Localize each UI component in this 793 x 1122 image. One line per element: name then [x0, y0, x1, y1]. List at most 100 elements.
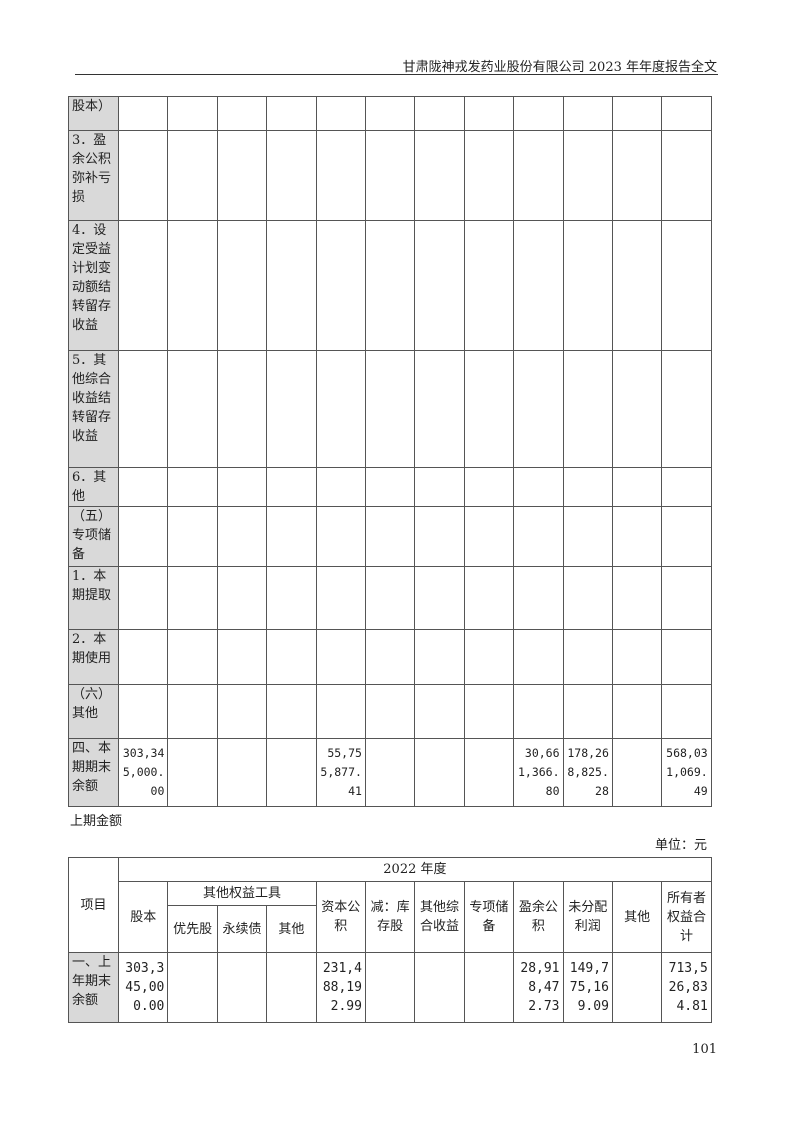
cell [562, 467, 613, 507]
col-header: 盈余公积 [513, 881, 564, 953]
cell [315, 566, 366, 630]
cell [513, 350, 564, 468]
cell [167, 96, 218, 131]
cell: 55,755,877.41 [315, 738, 366, 807]
cell [661, 629, 712, 685]
cell [364, 738, 416, 807]
cell [364, 350, 416, 468]
page-number: 101 [692, 1042, 717, 1057]
cell [661, 684, 712, 739]
cell [463, 350, 515, 468]
cell [315, 684, 366, 739]
col-header: 其他 [611, 881, 663, 953]
cell [513, 467, 564, 507]
cell [463, 952, 515, 1023]
cell [117, 467, 169, 507]
cell [364, 467, 416, 507]
cell [414, 220, 465, 351]
cell: 178,268,825.28 [562, 738, 613, 807]
cell [315, 96, 366, 131]
equity-change-table-prior: 项目 2022 年度 股本 其他权益工具 资本公积 减：库存股 其他综合收益 专… [68, 857, 712, 1023]
year-header: 2022 年度 [118, 857, 712, 882]
row-label: 2．本期使用 [68, 629, 119, 685]
cell [117, 350, 169, 468]
col-header: 其他 [266, 905, 317, 953]
col-header: 专项储备 [463, 881, 515, 953]
cell [513, 684, 564, 739]
item-header: 项目 [68, 857, 119, 953]
cell [661, 350, 712, 468]
col-header: 所有者权益合计 [661, 881, 712, 953]
cell [364, 684, 416, 739]
cell [167, 738, 218, 807]
cell [167, 220, 218, 351]
table-row: （五）专项储备 [68, 506, 712, 567]
cell [562, 684, 613, 739]
cell [513, 130, 564, 221]
cell [364, 952, 416, 1023]
row-label: 四、本期期末余额 [68, 738, 119, 807]
cell [266, 350, 317, 468]
cell [562, 130, 613, 221]
cell [611, 738, 663, 807]
row-label: 3．盈余公积弥补亏损 [68, 130, 119, 221]
cell [315, 350, 366, 468]
table-row: 股本） [68, 96, 712, 131]
unit-label: 单位：元 [654, 838, 707, 853]
cell [216, 130, 268, 221]
row-label: （六）其他 [68, 684, 119, 739]
equity-change-table-current: 股本） 3．盈余公积弥补亏损 4．设定受益计划变动额结转留存收益 5．其他综合收益结转… [68, 96, 712, 807]
cell [266, 130, 317, 221]
cell [117, 566, 169, 630]
cell: 568,031,069.49 [661, 738, 712, 807]
cell [117, 629, 169, 685]
cell [364, 220, 416, 351]
cell [562, 350, 613, 468]
cell [562, 629, 613, 685]
cell [463, 506, 515, 567]
cell: 303,345,000.00 [117, 738, 169, 807]
table-row: 一、上年期末余额 303,345,000.00 231,488,192.99 28,9… [68, 952, 712, 1023]
cell [266, 629, 317, 685]
table-row: 3．盈余公积弥补亏损 [68, 130, 712, 221]
cell [513, 220, 564, 351]
cell [562, 506, 613, 567]
cell [513, 566, 564, 630]
cell [562, 96, 613, 131]
cell [216, 350, 268, 468]
cell [364, 506, 416, 567]
cell [562, 220, 613, 351]
col-header: 股本 [117, 881, 169, 953]
col-header: 未分配利润 [562, 881, 613, 953]
cell [167, 684, 218, 739]
cell: 713,526,834.81 [661, 952, 712, 1023]
cell [414, 629, 465, 685]
table-row: 四、本期期末余额 303,345,000.00 55,755,877.41 30,66… [68, 738, 712, 807]
cell [315, 506, 366, 567]
cell [216, 96, 268, 131]
cell [414, 350, 465, 468]
cell [414, 96, 465, 131]
cell: 149,775,169.09 [562, 952, 613, 1023]
row-label: 一、上年期末余额 [68, 952, 119, 1023]
section-label: 上期金额 [70, 814, 123, 829]
cell [414, 467, 465, 507]
col-header: 减：库存股 [364, 881, 416, 953]
cell [315, 220, 366, 351]
cell [167, 506, 218, 567]
row-label: 5．其他综合收益结转留存收益 [68, 350, 119, 468]
cell [216, 220, 268, 351]
cell [661, 467, 712, 507]
cell [216, 738, 268, 807]
cell [117, 220, 169, 351]
cell [266, 952, 317, 1023]
col-header: 资本公积 [315, 881, 366, 953]
col-header: 优先股 [167, 905, 218, 953]
cell [117, 506, 169, 567]
cell [117, 96, 169, 131]
cell [463, 220, 515, 351]
page-header: 甘肃陇神戎发药业股份有限公司 2023 年年度报告全文 [402, 60, 717, 75]
cell [463, 130, 515, 221]
cell [661, 96, 712, 131]
row-label: 6．其他 [68, 467, 119, 507]
